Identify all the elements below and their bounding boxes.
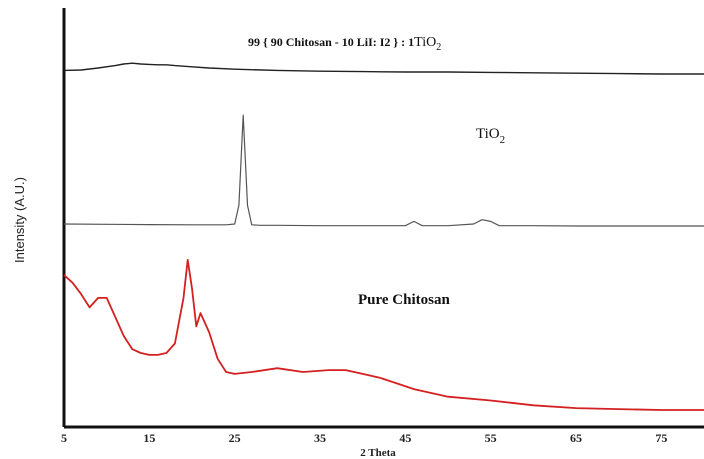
x-tick-label: 75 <box>655 431 667 445</box>
x-tick-label: 5 <box>61 431 67 445</box>
annotation-pure-chitosan: Pure Chitosan <box>358 292 450 308</box>
series-line-composite <box>63 62 704 75</box>
series-line-tio2 <box>63 114 704 227</box>
annotation-composite-sub: 2 <box>436 42 441 53</box>
x-tick-label: 15 <box>143 431 155 445</box>
annotation-composite-main: 99 { 90 Chitosan - 10 LiI: I2 } : 1 <box>248 35 414 49</box>
annotation-tio2-sub: 2 <box>500 134 506 146</box>
x-tick-label: 35 <box>314 431 326 445</box>
annotation-tio2-main: TiO <box>476 126 500 142</box>
annotation-composite-tio: TiO <box>414 35 436 50</box>
x-tick-label: 55 <box>485 431 497 445</box>
x-tick-labels: 5 15 25 35 45 55 65 75 <box>61 431 667 445</box>
annotation-composite: 99 { 90 Chitosan - 10 LiI: I2 } : 1TiO2 <box>248 35 441 53</box>
series-line-pure-chitosan <box>63 259 704 411</box>
x-tick-label: 45 <box>399 431 411 445</box>
x-tick-label: 65 <box>570 431 582 445</box>
x-tick-label: 25 <box>229 431 241 445</box>
series-layer <box>63 62 704 411</box>
y-axis-label: Intensity (A.U.) <box>12 177 27 263</box>
x-axis-label: 2 Theta <box>360 447 396 459</box>
annotation-tio2: TiO2 <box>476 126 505 146</box>
